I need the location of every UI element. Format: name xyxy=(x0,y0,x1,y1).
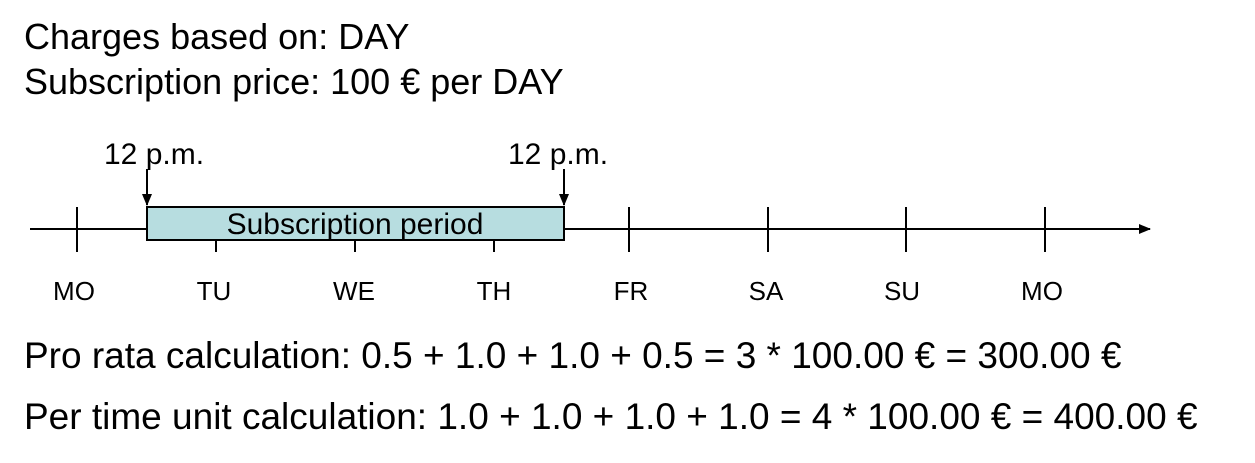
subscription-period-label: Subscription period xyxy=(227,208,484,241)
day-label: MO xyxy=(1021,276,1063,306)
period-start-label: 12 p.m. xyxy=(104,138,204,171)
charges-basis-text: Charges based on: DAY xyxy=(24,16,410,57)
day-label: FR xyxy=(614,276,649,306)
timeline-diagram: Subscription period 12 p.m. 12 p.m. MO T… xyxy=(30,138,1151,306)
day-label: SU xyxy=(884,276,920,306)
day-label: TH xyxy=(477,276,512,306)
per-time-unit-calculation: Per time unit calculation: 1.0 + 1.0 + 1… xyxy=(24,396,1198,437)
pro-rata-calculation: Pro rata calculation: 0.5 + 1.0 + 1.0 + … xyxy=(24,335,1122,376)
day-label: TU xyxy=(197,276,232,306)
day-label: WE xyxy=(333,276,375,306)
subscription-price-text: Subscription price: 100 € per DAY xyxy=(24,61,564,102)
period-end-label: 12 p.m. xyxy=(508,138,608,171)
day-label: SA xyxy=(749,276,784,306)
day-label: MO xyxy=(53,276,95,306)
